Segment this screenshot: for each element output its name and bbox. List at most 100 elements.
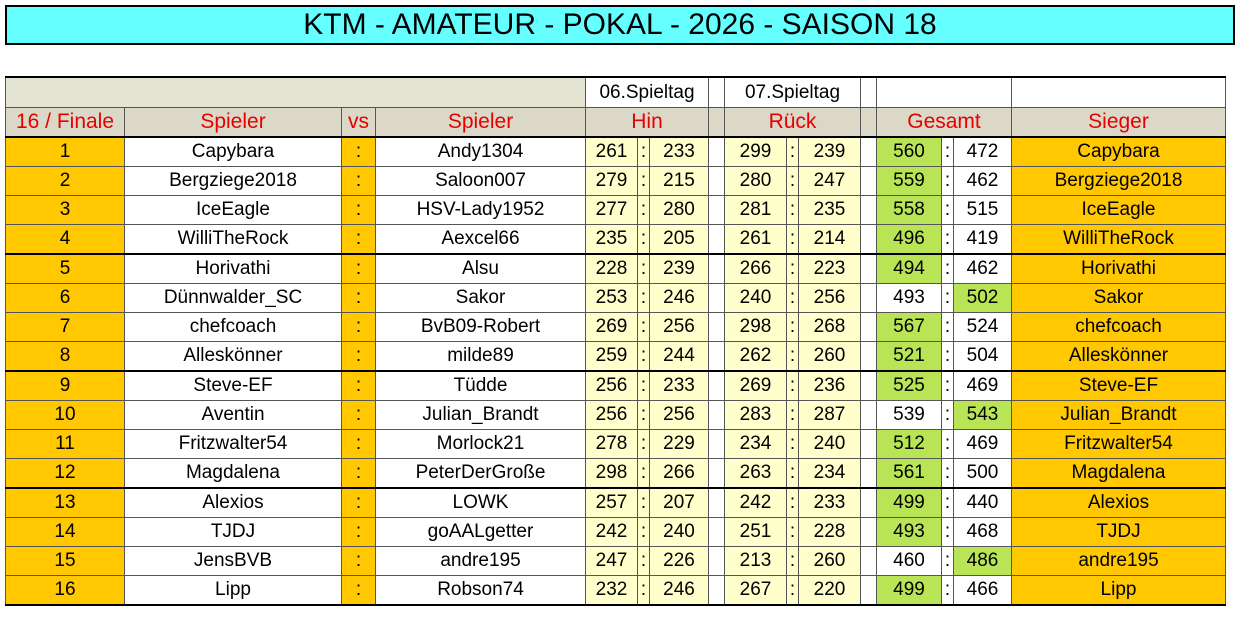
gesamt-score-1: 493 <box>876 283 942 313</box>
header-day-06: 06.Spieltag <box>585 76 709 108</box>
vs-colon: : <box>341 253 376 284</box>
player2-name: Aexcel66 <box>375 224 586 255</box>
winner-name: Julian_Brandt <box>1011 400 1226 430</box>
winner-name: WilliTheRock <box>1011 224 1226 255</box>
player2-name: Alsu <box>375 253 586 284</box>
vs-colon: : <box>341 370 376 401</box>
vs-colon: : <box>341 195 376 225</box>
results-table: 06.Spieltag 07.Spieltag 16 / Finale Spie… <box>5 76 1226 606</box>
rueck-colon: : <box>786 224 799 255</box>
gesamt-score-1: 521 <box>876 341 942 372</box>
header-hin: Hin <box>585 107 709 138</box>
hin-score-2: 207 <box>649 487 709 518</box>
header-row-labels: 16 / Finale Spieler vs Spieler Hin Rück … <box>5 107 1226 138</box>
rueck-score-2: 220 <box>798 575 861 606</box>
hin-score-2: 233 <box>649 370 709 401</box>
hin-score-2: 229 <box>649 429 709 459</box>
rueck-score-1: 242 <box>724 487 787 518</box>
rueck-score-1: 266 <box>724 253 787 284</box>
rueck-score-2: 240 <box>798 429 861 459</box>
table-row: 6 Dünnwalder_SC: Sakor 253:246 240:256 493:50… <box>5 283 1226 313</box>
hin-score-2: 240 <box>649 517 709 547</box>
player1-name: Capybara <box>124 136 342 167</box>
hin-score-2: 239 <box>649 253 709 284</box>
match-number: 6 <box>5 283 125 313</box>
hin-score-1: 253 <box>585 283 638 313</box>
header-day-07: 07.Spieltag <box>724 76 861 108</box>
player2-name: Julian_Brandt <box>375 400 586 430</box>
winner-name: andre195 <box>1011 546 1226 576</box>
hin-score-2: 266 <box>649 458 709 489</box>
player2-name: Robson74 <box>375 575 586 606</box>
rueck-score-2: 234 <box>798 458 861 489</box>
match-number: 7 <box>5 312 125 342</box>
hin-colon: : <box>637 575 650 606</box>
winner-name: Alleskönner <box>1011 341 1226 372</box>
player1-name: Bergziege2018 <box>124 166 342 196</box>
rueck-colon: : <box>786 341 799 372</box>
table-row: 3 IceEagle: HSV-Lady1952 277:280 281:235 558:… <box>5 195 1226 225</box>
rueck-score-1: 234 <box>724 429 787 459</box>
winner-name: Bergziege2018 <box>1011 166 1226 196</box>
player1-name: Lipp <box>124 575 342 606</box>
player2-name: BvB09-Robert <box>375 312 586 342</box>
hin-score-2: 246 <box>649 575 709 606</box>
player2-name: Morlock21 <box>375 429 586 459</box>
hin-score-1: 261 <box>585 136 638 167</box>
player1-name: Dünnwalder_SC <box>124 283 342 313</box>
vs-colon: : <box>341 487 376 518</box>
gesamt-score-2: 462 <box>953 253 1012 284</box>
table-row: 5 Horivathi: Alsu 228:239 266:223 494:462 Hori… <box>5 253 1226 284</box>
hin-colon: : <box>637 517 650 547</box>
rueck-colon: : <box>786 166 799 196</box>
hin-score-2: 215 <box>649 166 709 196</box>
rueck-score-2: 233 <box>798 487 861 518</box>
gesamt-score-2: 440 <box>953 487 1012 518</box>
gesamt-score-2: 419 <box>953 224 1012 255</box>
hin-score-2: 256 <box>649 400 709 430</box>
vs-colon: : <box>341 136 376 167</box>
rueck-score-2: 287 <box>798 400 861 430</box>
gesamt-score-1: 512 <box>876 429 942 459</box>
gesamt-score-1: 558 <box>876 195 942 225</box>
hin-colon: : <box>637 312 650 342</box>
rueck-score-1: 251 <box>724 517 787 547</box>
hin-score-2: 256 <box>649 312 709 342</box>
rueck-score-2: 260 <box>798 546 861 576</box>
hin-score-2: 205 <box>649 224 709 255</box>
gesamt-score-2: 500 <box>953 458 1012 489</box>
table-row: 7 chefcoach: BvB09-Robert 269:256 298:268 567… <box>5 312 1226 342</box>
vs-colon: : <box>341 224 376 255</box>
match-number: 5 <box>5 253 125 284</box>
hin-score-2: 280 <box>649 195 709 225</box>
player1-name: Horivathi <box>124 253 342 284</box>
table-row: 2 Bergziege2018: Saloon007 279:215 280:247 55… <box>5 166 1226 196</box>
header-row-days: 06.Spieltag 07.Spieltag <box>5 76 1226 108</box>
hin-colon: : <box>637 224 650 255</box>
gesamt-colon: : <box>941 400 954 430</box>
vs-colon: : <box>341 429 376 459</box>
hin-score-1: 277 <box>585 195 638 225</box>
player1-name: TJDJ <box>124 517 342 547</box>
winner-name: TJDJ <box>1011 517 1226 547</box>
rueck-score-2: 228 <box>798 517 861 547</box>
header-gesamt-blank <box>876 76 1012 108</box>
gesamt-score-2: 462 <box>953 166 1012 196</box>
player1-name: Alexios <box>124 487 342 518</box>
table-row: 15 JensBVB: andre195 247:226 213:260 460:486 a… <box>5 546 1226 576</box>
match-number: 3 <box>5 195 125 225</box>
hin-score-2: 226 <box>649 546 709 576</box>
hin-colon: : <box>637 253 650 284</box>
hin-score-2: 233 <box>649 136 709 167</box>
winner-name: Lipp <box>1011 575 1226 606</box>
player1-name: Fritzwalter54 <box>124 429 342 459</box>
table-row: 16 Lipp: Robson74 232:246 267:220 499:466 Lipp <box>5 575 1226 606</box>
header-round: 16 / Finale <box>5 107 125 138</box>
player1-name: Alleskönner <box>124 341 342 372</box>
match-number: 4 <box>5 224 125 255</box>
rueck-score-1: 240 <box>724 283 787 313</box>
player2-name: HSV-Lady1952 <box>375 195 586 225</box>
rueck-colon: : <box>786 312 799 342</box>
hin-colon: : <box>637 429 650 459</box>
rueck-score-2: 236 <box>798 370 861 401</box>
